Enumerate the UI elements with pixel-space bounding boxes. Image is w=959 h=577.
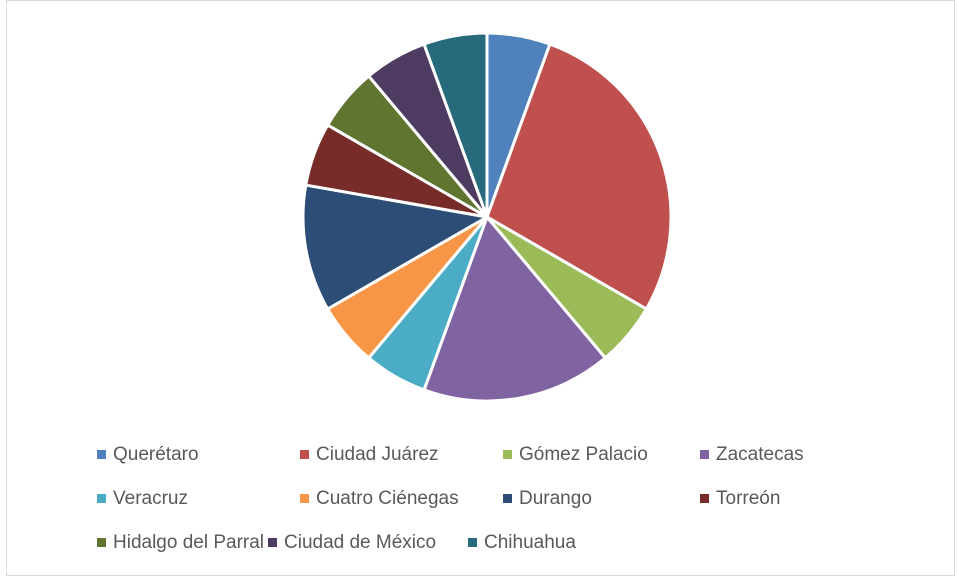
legend-label: Ciudad de México — [284, 532, 436, 553]
legend-swatch — [97, 494, 106, 503]
legend-label: Chihuahua — [484, 532, 576, 553]
legend-label: Cuatro Ciénegas — [316, 488, 459, 509]
legend-swatch — [503, 450, 512, 459]
legend-swatch — [97, 450, 106, 459]
legend-swatch — [97, 538, 106, 547]
legend-swatch — [700, 494, 709, 503]
legend-label: Gómez Palacio — [519, 444, 648, 465]
legend-label: Querétaro — [113, 444, 199, 465]
legend-label: Zacatecas — [716, 444, 804, 465]
pie-slice — [422, 31, 489, 219]
pie-slice — [422, 215, 607, 403]
legend-label: Ciudad Juárez — [316, 444, 439, 465]
legend-swatch — [700, 450, 709, 459]
legend-swatch — [300, 450, 309, 459]
legend-label: Durango — [519, 488, 592, 509]
legend-label: Hidalgo del Parral — [113, 532, 264, 553]
legend-swatch — [300, 494, 309, 503]
legend-swatch — [468, 538, 477, 547]
legend-label: Torreón — [716, 488, 780, 509]
legend-swatch — [268, 538, 277, 547]
legend-label: Veracruz — [113, 488, 188, 509]
legend-swatch — [503, 494, 512, 503]
pie-slice — [301, 183, 489, 311]
